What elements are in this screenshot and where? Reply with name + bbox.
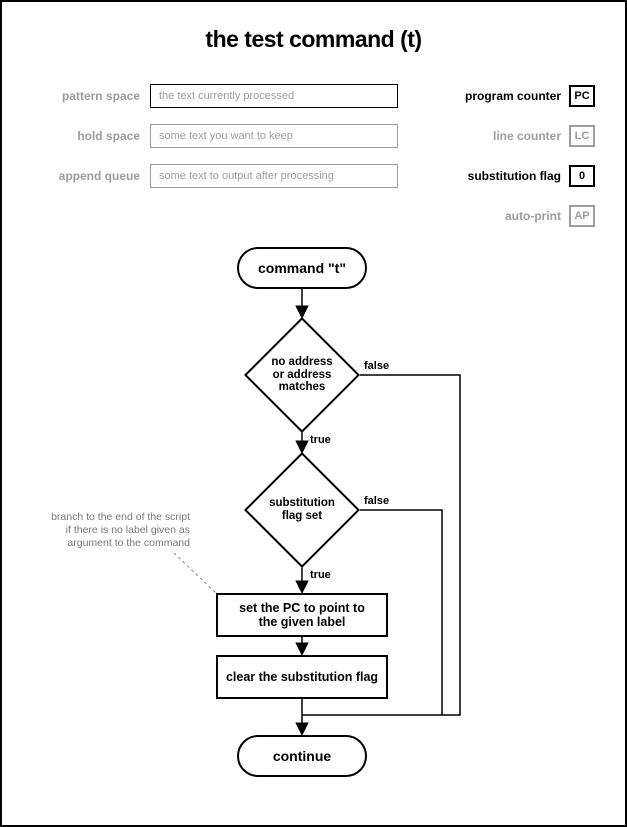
state-row: pattern space the text currently process… xyxy=(32,83,595,109)
page-title: the test command (t) xyxy=(2,26,625,53)
node-set-pc: set the PC to point tothe given label xyxy=(216,593,388,637)
node-continue: continue xyxy=(237,735,367,777)
pattern-space-box: the text currently processed xyxy=(150,84,398,108)
hold-space-value: some text you want to keep xyxy=(159,130,293,142)
node-start-label: command "t" xyxy=(258,260,346,276)
program-counter-label: program counter xyxy=(398,89,569,103)
diagram-frame: the test command (t) pattern space the t… xyxy=(0,0,627,827)
hold-space-label: hold space xyxy=(32,129,150,143)
state-grid: pattern space the text currently process… xyxy=(2,83,625,229)
auto-print-box: AP xyxy=(569,205,595,227)
node-clear-flag-label: clear the substitution flag xyxy=(226,670,378,684)
line-counter-box: LC xyxy=(569,125,595,147)
node-clear-flag: clear the substitution flag xyxy=(216,655,388,699)
node-start: command "t" xyxy=(237,247,367,289)
node-decision-address: no addressor addressmatches xyxy=(244,317,360,433)
append-queue-box: some text to output after processing xyxy=(150,164,398,188)
annotation-branch: branch to the end of the scriptif there … xyxy=(10,511,190,550)
node-decision-subflag: substitutionflag set xyxy=(244,452,360,568)
edge-label-d1-true: true xyxy=(310,434,331,446)
flowchart: command "t" no addressor addressmatches … xyxy=(2,243,625,803)
substitution-flag-box: 0 xyxy=(569,165,595,187)
node-continue-label: continue xyxy=(273,748,331,764)
edge-label-d2-false: false xyxy=(364,495,389,507)
auto-print-label: auto-print xyxy=(398,209,569,223)
node-set-pc-label: set the PC to point tothe given label xyxy=(239,601,365,630)
node-decision-address-label: no addressor addressmatches xyxy=(257,356,347,394)
pattern-space-label: pattern space xyxy=(32,89,150,103)
append-queue-value: some text to output after processing xyxy=(159,170,334,182)
state-row: hold space some text you want to keep li… xyxy=(32,123,595,149)
node-decision-subflag-label: substitutionflag set xyxy=(257,497,347,522)
substitution-flag-label: substitution flag xyxy=(398,169,569,183)
pattern-space-value: the text currently processed xyxy=(159,90,294,102)
state-row: auto-print AP xyxy=(32,203,595,229)
hold-space-box: some text you want to keep xyxy=(150,124,398,148)
edge-label-d1-false: false xyxy=(364,360,389,372)
edge-label-d2-true: true xyxy=(310,569,331,581)
state-row: append queue some text to output after p… xyxy=(32,163,595,189)
append-queue-label: append queue xyxy=(32,169,150,183)
line-counter-label: line counter xyxy=(398,129,569,143)
program-counter-box: PC xyxy=(569,85,595,107)
